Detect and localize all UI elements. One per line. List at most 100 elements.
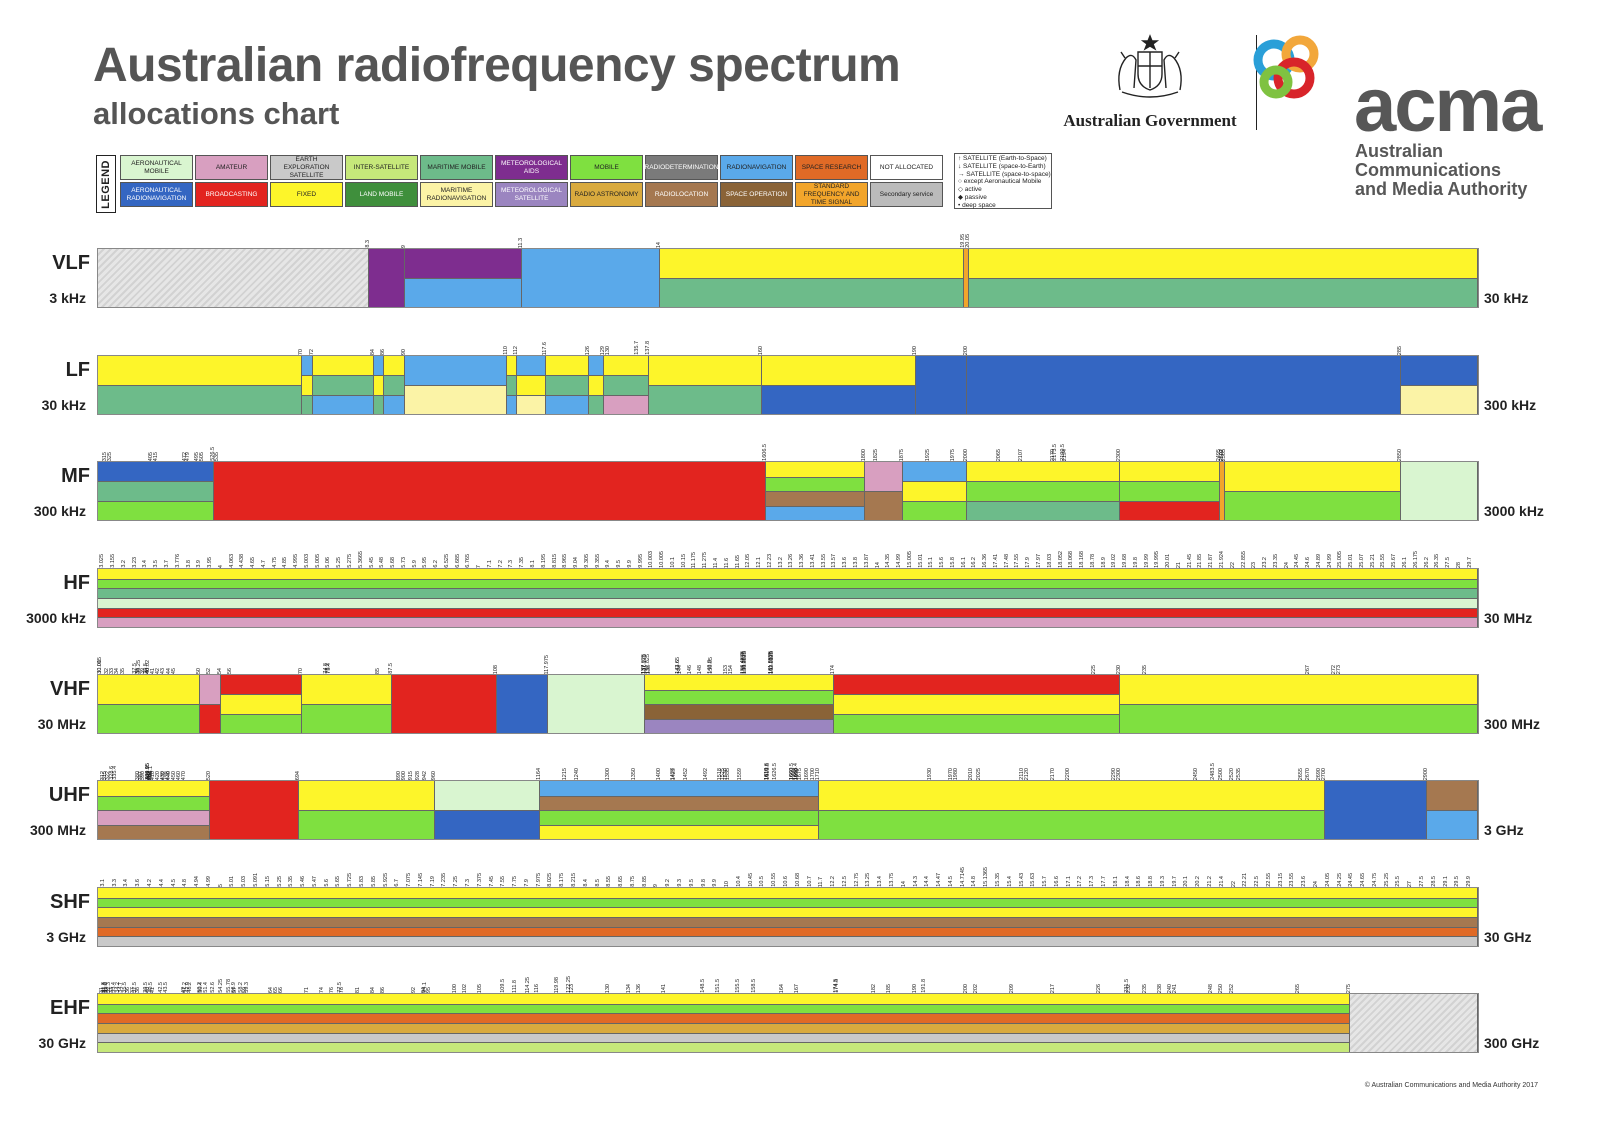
band-tick-label: 3.1 [99, 879, 106, 887]
band-bar [97, 461, 1479, 521]
band-bar [97, 355, 1479, 415]
allocation-service [98, 249, 368, 307]
allocation-service [765, 491, 864, 506]
band-tick-label: 8.3 [364, 240, 371, 248]
legend-item: RADIODETERMINATION [645, 155, 718, 180]
allocation-service [545, 394, 588, 414]
band-tick-label: 200 [962, 983, 969, 993]
allocation-service [1120, 704, 1477, 733]
allocation-service [368, 249, 404, 307]
band-tick-label: 1975 [950, 448, 957, 461]
band-tick-label: 5.47 [311, 876, 318, 887]
allocation-service [299, 781, 435, 810]
page-subtitle: allocations chart [93, 96, 340, 131]
band-tick-label: 9.3 [677, 879, 683, 887]
band-bar [97, 568, 1479, 628]
allocation-service [818, 810, 1324, 839]
band-tick-label: 105 [477, 983, 484, 993]
allocation-service [435, 810, 539, 839]
band-tick-label: 158.5 [750, 979, 757, 993]
band-name: VLF [52, 252, 90, 274]
band-tick-label: 250 [1218, 983, 1225, 993]
band-tick-label: 185 [886, 983, 893, 993]
band-tick-label: 7.9 [523, 879, 530, 887]
band-tick-label: 2520 [1228, 767, 1235, 780]
allocation-segment [98, 781, 211, 839]
band-tick-label: 24.75 [1371, 873, 1378, 887]
allocation-service [98, 500, 213, 520]
legend-item: FIXED [270, 182, 343, 207]
band-ticks: 31 31.3 31.5 31.8 32 32.3 33 33.4 34.2 34.7 35.5 36… [97, 973, 1479, 993]
page-title: Australian radiofrequency spectrum [93, 39, 901, 92]
band-name: HF [63, 572, 90, 594]
symbol-key: ↑ SATELLITE (Earth-to-Space) ↓ SATELLITE… [954, 153, 1052, 209]
band-tick-label: 9.04 [573, 557, 580, 568]
allocation-service [969, 249, 1477, 278]
allocation-service [312, 394, 373, 414]
band-tick-label: 110 [502, 346, 509, 355]
band-tick-label: 1980 [952, 767, 959, 780]
band-bar [97, 887, 1479, 947]
band-tick-label: 5.85 [370, 876, 377, 887]
band-tick-label: 7.3 [508, 560, 515, 568]
band-tick-label: 3.4 [123, 879, 130, 887]
band-tick-label: 126 [584, 345, 591, 355]
band-tick-label: 9.5 [616, 560, 623, 568]
band-start-label: 30 kHz [41, 397, 86, 413]
band-tick-label: 1626.5 [771, 763, 778, 780]
allocation-segment [404, 249, 523, 307]
band-tick-label: 265 [1295, 983, 1302, 993]
allocation-service [966, 462, 1120, 482]
allocation-service [98, 897, 1477, 908]
band-tick-label: 43.5 [163, 982, 169, 993]
band-tick-label: 25.25 [1383, 873, 1390, 887]
band-tick-label: 21.87 [1208, 554, 1215, 568]
symbol-key-item: ◇ active [958, 186, 982, 194]
allocation-service [302, 375, 312, 395]
allocation-service [539, 795, 818, 810]
band-tick-label: 5.46 [300, 876, 307, 887]
allocation-service [98, 1032, 1350, 1043]
band-tick-label: 19.02 [1111, 554, 1118, 568]
band-tick-label: 2505 [1221, 448, 1227, 461]
legend-item: SPACE RESEARCH [795, 155, 868, 180]
allocation-service [1219, 462, 1224, 520]
allocation-service [98, 994, 1350, 1004]
band-tick-label: 19.995 [1154, 551, 1161, 568]
band-tick-label: 5.45 [368, 557, 375, 568]
band-tick-label: 3.6 [135, 879, 142, 887]
band-tick-label: 1613.8 [765, 763, 772, 780]
band-tick-label: 5.25 [276, 876, 283, 887]
band-end-label: 300 MHz [1484, 716, 1541, 732]
band-name: UHF [48, 784, 90, 806]
band-tick-label: 15.005 [906, 551, 913, 568]
allocation-service [1225, 462, 1401, 491]
allocation-service [903, 500, 966, 520]
acma-rings-icon [1253, 35, 1319, 99]
band-tick-label: 960 [431, 770, 438, 780]
acma-full-line: Communications [1355, 160, 1502, 180]
band-tick-label: 23.55 [1289, 873, 1296, 887]
band-tick-label: 24.25 [1336, 873, 1343, 887]
allocation-service [762, 385, 915, 414]
band-tick-label: 5.725 [347, 873, 354, 887]
band-tick-label: 1492 [703, 767, 710, 780]
band-tick-label: 7.45 [488, 876, 495, 887]
band-tick-label: 136 [635, 983, 642, 993]
allocation-segment [404, 356, 507, 414]
allocation-service [1350, 994, 1477, 1052]
band-tick-label: 12.75 [853, 873, 860, 887]
band-tick-label: 225 [1090, 664, 1097, 674]
legend-item: METEOROLOGICAL SATELLITE [495, 182, 568, 207]
allocation-service [660, 278, 964, 307]
band-tick-label: 15.8 [949, 557, 956, 568]
allocation-segment [765, 462, 865, 520]
allocation-service [220, 713, 302, 733]
band-tick-label: 17.2 [1077, 876, 1084, 887]
allocation-service [302, 394, 312, 414]
band-tick-label: 238 [1157, 983, 1164, 993]
band-tick-label: 5.25 [336, 557, 343, 568]
band-tick-label: 87.5 [387, 663, 394, 674]
band-tick-label: 226 [1095, 983, 1102, 993]
band-tick-label: 5.091 [253, 873, 259, 887]
